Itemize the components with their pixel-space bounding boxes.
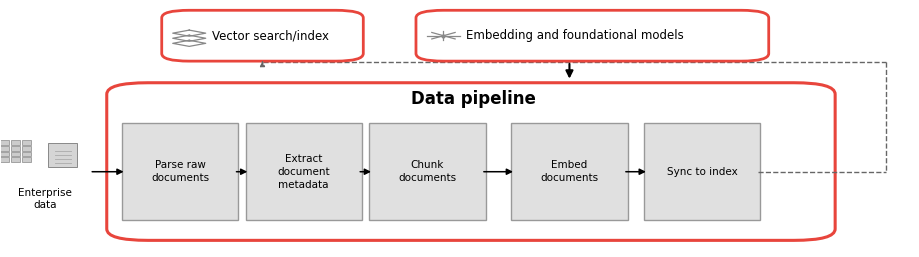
FancyBboxPatch shape bbox=[107, 83, 835, 240]
FancyBboxPatch shape bbox=[48, 143, 77, 167]
FancyBboxPatch shape bbox=[122, 123, 238, 220]
FancyBboxPatch shape bbox=[245, 123, 362, 220]
FancyBboxPatch shape bbox=[10, 152, 19, 156]
Text: Extract
document
metadata: Extract document metadata bbox=[278, 153, 330, 190]
FancyBboxPatch shape bbox=[10, 157, 19, 162]
Text: Chunk
documents: Chunk documents bbox=[398, 160, 457, 183]
FancyBboxPatch shape bbox=[0, 140, 8, 145]
Text: Embed
documents: Embed documents bbox=[540, 160, 598, 183]
FancyBboxPatch shape bbox=[21, 146, 30, 151]
FancyBboxPatch shape bbox=[416, 10, 768, 61]
Text: Vector search/index: Vector search/index bbox=[212, 29, 329, 42]
FancyBboxPatch shape bbox=[21, 140, 30, 145]
FancyBboxPatch shape bbox=[10, 146, 19, 151]
Text: Enterprise
data: Enterprise data bbox=[18, 188, 73, 210]
FancyBboxPatch shape bbox=[511, 123, 628, 220]
Text: Sync to index: Sync to index bbox=[667, 167, 738, 177]
FancyBboxPatch shape bbox=[0, 146, 8, 151]
FancyBboxPatch shape bbox=[0, 157, 8, 162]
FancyBboxPatch shape bbox=[162, 10, 363, 61]
FancyBboxPatch shape bbox=[0, 152, 8, 156]
Text: Data pipeline: Data pipeline bbox=[411, 90, 536, 108]
Text: Embedding and foundational models: Embedding and foundational models bbox=[466, 29, 684, 42]
FancyBboxPatch shape bbox=[21, 157, 30, 162]
FancyBboxPatch shape bbox=[644, 123, 761, 220]
Text: Parse raw
documents: Parse raw documents bbox=[151, 160, 210, 183]
FancyBboxPatch shape bbox=[10, 140, 19, 145]
FancyBboxPatch shape bbox=[21, 152, 30, 156]
FancyBboxPatch shape bbox=[369, 123, 485, 220]
